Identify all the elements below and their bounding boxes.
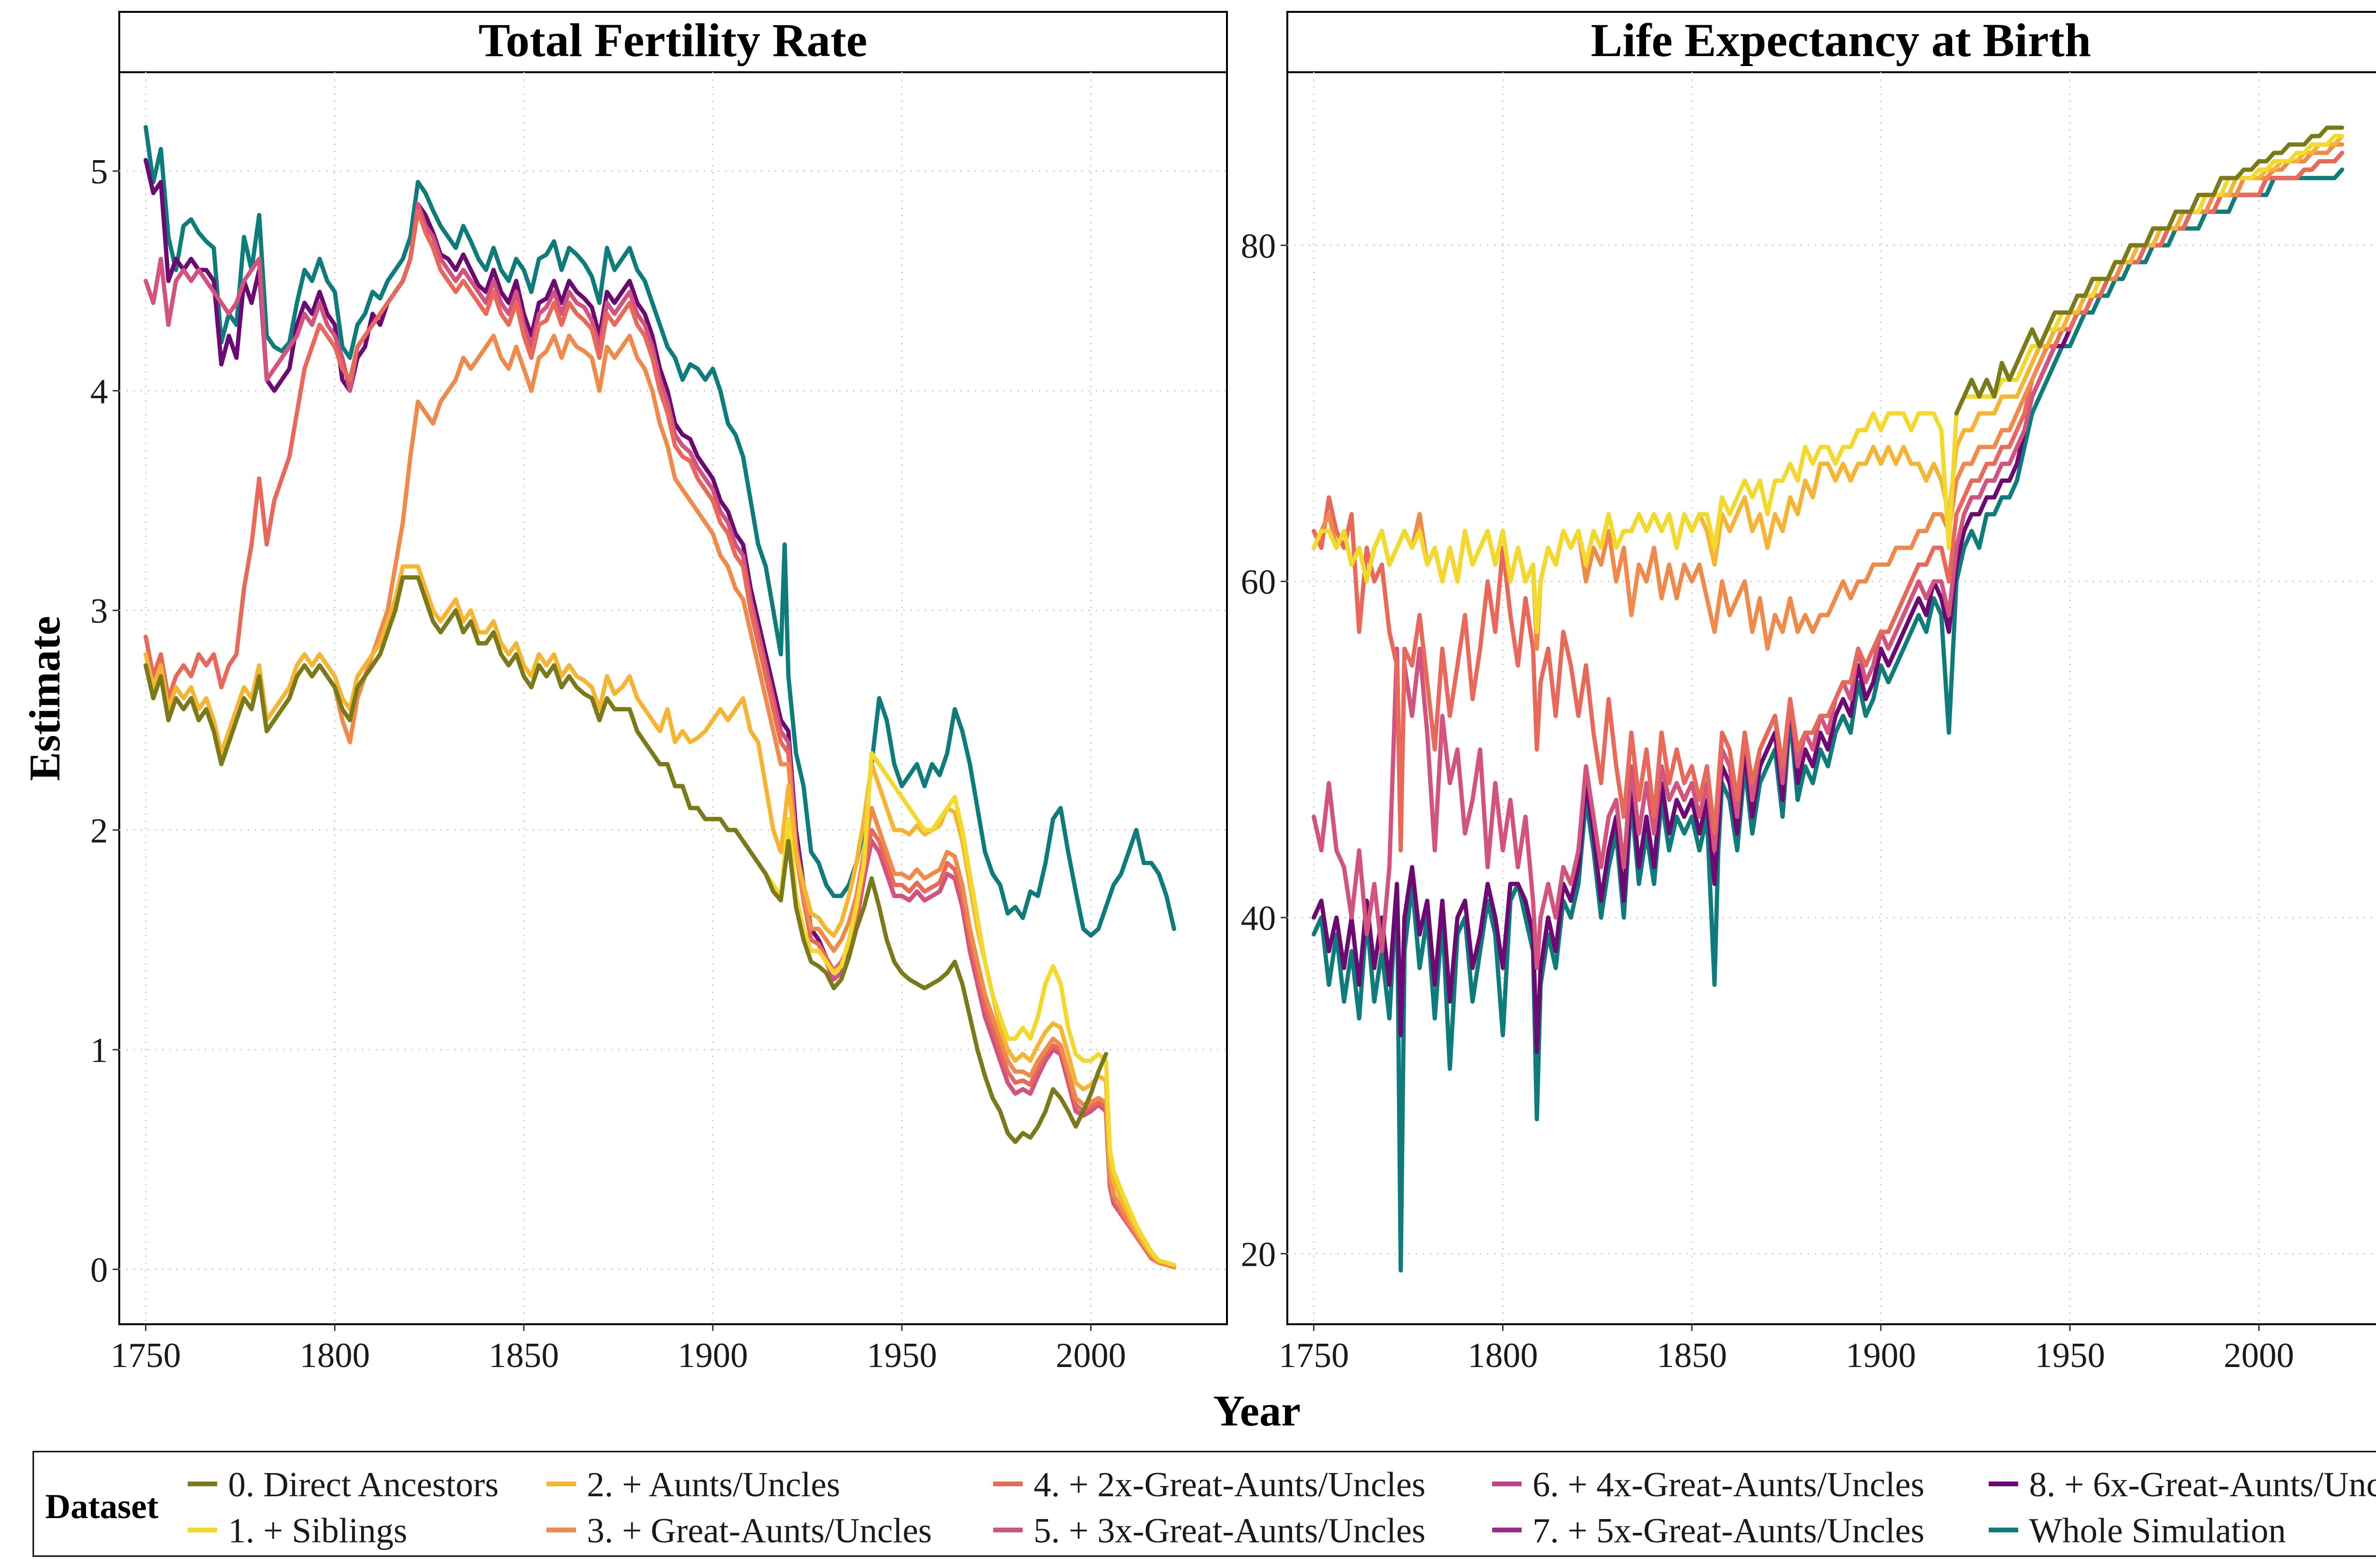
panel-life-expectancy: Life Expectancy at Birth 20 40 60 80 1750 18… bbox=[1241, 11, 2376, 1375]
series-line-whole-simulation bbox=[144, 125, 1177, 938]
plot-border bbox=[118, 71, 1228, 1325]
legend-label: 6. + 4x-Great-Aunts/Uncles bbox=[1533, 1465, 1925, 1504]
y-tick-label: 40 bbox=[1241, 899, 1276, 938]
series-lines bbox=[144, 125, 1177, 1270]
x-tick-label: 1900 bbox=[1846, 1336, 1916, 1375]
x-tick-label: 1900 bbox=[678, 1336, 748, 1375]
panel-total-fertility-rate: Total Fertility Rate 0 1 2 3 4 5 1750 1800 1850… bbox=[90, 11, 1228, 1375]
x-tick-label: 1800 bbox=[299, 1336, 370, 1375]
legend-label: 5. + 3x-Great-Aunts/Uncles bbox=[1034, 1511, 1426, 1550]
series-line-0-direct-ancestors bbox=[1954, 125, 2345, 416]
panel-title: Total Fertility Rate bbox=[479, 14, 867, 67]
x-axis-title: Year bbox=[1213, 1386, 1301, 1435]
strip-background bbox=[1286, 11, 2376, 73]
legend-label: 3. + Great-Aunts/Uncles bbox=[587, 1511, 932, 1550]
x-tick-label: 1950 bbox=[867, 1336, 937, 1375]
series-line-5-3x-great-aunts-uncles bbox=[144, 201, 1177, 1270]
series-line-4-2x-great-aunts-uncles bbox=[144, 208, 1177, 1270]
y-axis: 0 1 2 3 4 5 bbox=[90, 153, 119, 1290]
plot-border bbox=[1286, 71, 2376, 1325]
x-axis: 1750 1800 1850 1900 1950 2000 bbox=[111, 1324, 1126, 1375]
y-tick-label: 3 bbox=[90, 592, 108, 631]
y-axis: 20 40 60 80 bbox=[1241, 227, 1287, 1274]
y-tick-label: 0 bbox=[90, 1251, 108, 1290]
x-axis: 1750 1800 1850 1900 1950 2000 bbox=[1279, 1324, 2294, 1375]
legend-label: 7. + 5x-Great-Aunts/Uncles bbox=[1533, 1511, 1925, 1550]
legend-label: 8. + 6x-Great-Aunts/Uncles bbox=[2029, 1465, 2376, 1504]
legend-title: Dataset bbox=[45, 1487, 159, 1526]
series-line-whole-simulation bbox=[1312, 167, 2345, 1273]
x-tick-label: 2000 bbox=[2224, 1336, 2294, 1375]
series-lines bbox=[1312, 125, 2345, 1273]
y-tick-label: 5 bbox=[90, 153, 108, 191]
y-tick-label: 20 bbox=[1241, 1235, 1276, 1274]
x-tick-label: 1800 bbox=[1467, 1336, 1538, 1375]
legend-items: 0. Direct Ancestors 1. + Siblings 2. + Aun… bbox=[188, 1465, 2376, 1550]
x-tick-label: 1850 bbox=[489, 1336, 559, 1375]
y-tick-label: 80 bbox=[1241, 227, 1276, 266]
x-tick-label: 1850 bbox=[1657, 1336, 1727, 1375]
x-tick-label: 2000 bbox=[1056, 1336, 1126, 1375]
y-tick-label: 2 bbox=[90, 812, 108, 851]
legend-label: Whole Simulation bbox=[2029, 1511, 2286, 1550]
y-tick-label: 4 bbox=[90, 372, 108, 411]
legend-label: 1. + Siblings bbox=[228, 1511, 407, 1550]
series-line-0-direct-ancestors bbox=[144, 575, 1108, 1144]
legend: Dataset 0. Direct Ancestors 1. + Siblings… bbox=[32, 1451, 2376, 1557]
x-tick-label: 1750 bbox=[1279, 1336, 1349, 1375]
y-tick-label: 1 bbox=[90, 1031, 108, 1070]
strip-background bbox=[118, 11, 1228, 73]
legend-box bbox=[32, 1451, 2376, 1557]
legend-label: 0. Direct Ancestors bbox=[228, 1465, 498, 1504]
panel-title: Life Expectancy at Birth bbox=[1591, 14, 2091, 67]
x-tick-label: 1950 bbox=[2035, 1336, 2105, 1375]
x-tick-label: 1750 bbox=[111, 1336, 181, 1375]
y-tick-label: 60 bbox=[1241, 563, 1276, 602]
series-line-2-aunts-uncles bbox=[144, 564, 1177, 1267]
y-axis-title: Estimate bbox=[20, 616, 69, 781]
legend-label: 2. + Aunts/Uncles bbox=[587, 1465, 840, 1504]
legend-label: 4. + 2x-Great-Aunts/Uncles bbox=[1034, 1465, 1426, 1504]
